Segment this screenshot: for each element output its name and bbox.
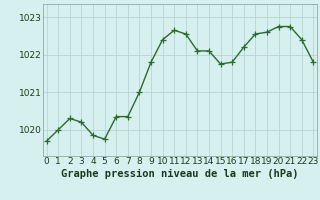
X-axis label: Graphe pression niveau de la mer (hPa): Graphe pression niveau de la mer (hPa) bbox=[61, 169, 299, 179]
